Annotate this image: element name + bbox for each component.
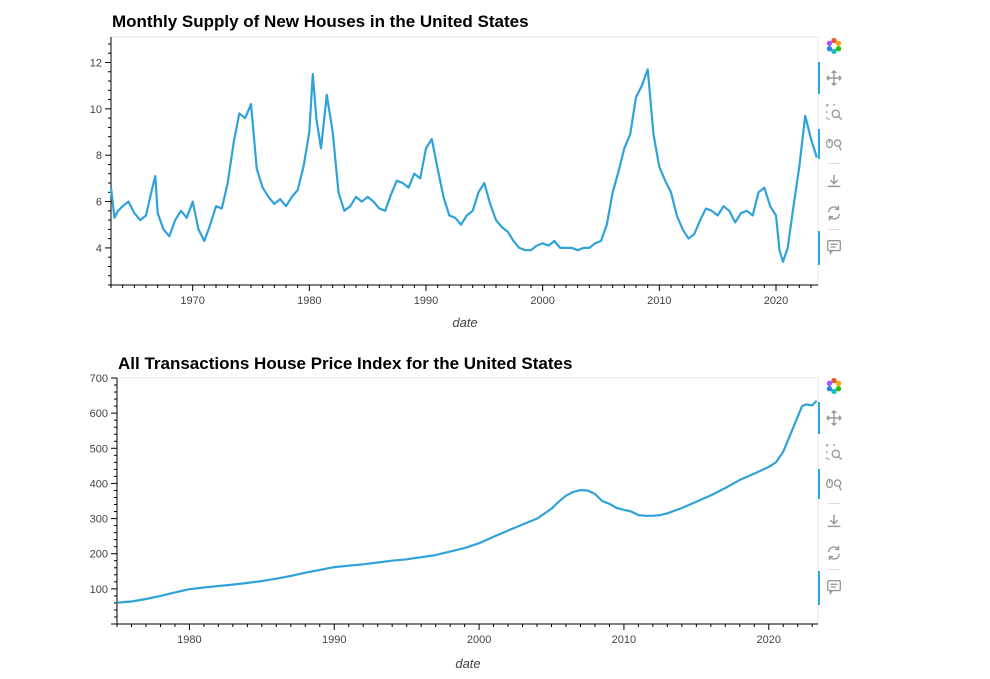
chart-1-svg: Monthly Supply of New Houses in the Unit… (90, 12, 819, 330)
bokeh-logo-icon[interactable] (819, 372, 849, 400)
y-tick-label: 300 (90, 514, 108, 526)
bokeh-logo-icon[interactable] (819, 32, 849, 60)
x-tick-label: 2000 (530, 295, 554, 307)
wheel-zoom-icon[interactable] (819, 130, 849, 158)
x-tick-label: 2020 (757, 634, 781, 646)
y-tick-label: 200 (90, 549, 108, 561)
reset-icon[interactable] (819, 539, 849, 567)
box-zoom-icon[interactable] (819, 438, 849, 466)
chart-2-x-axis-label: date (455, 656, 480, 671)
reset-icon[interactable] (819, 199, 849, 227)
y-tick-label: 500 (90, 443, 108, 455)
chart-1-frame (110, 36, 819, 286)
toolbar-separator (828, 569, 840, 570)
y-tick-label: 4 (96, 243, 102, 255)
x-tick-label: 1980 (297, 295, 321, 307)
toolbar-separator (828, 229, 840, 230)
y-tick-label: 10 (90, 104, 102, 116)
chart-2-svg: All Transactions House Price Index for t… (90, 354, 819, 671)
save-icon[interactable] (819, 167, 849, 195)
x-tick-label: 2020 (764, 295, 788, 307)
box-zoom-icon[interactable] (819, 98, 849, 126)
chart-2-frame (116, 377, 819, 625)
y-tick-label: 600 (90, 408, 108, 420)
active-tool-indicator (818, 231, 820, 265)
x-tick-label: 1970 (180, 295, 204, 307)
y-tick-label: 400 (90, 478, 108, 490)
hover-icon[interactable] (819, 573, 849, 601)
y-tick-label: 100 (90, 584, 108, 596)
chart-1-series-line (109, 68, 818, 263)
x-tick-label: 2000 (467, 634, 491, 646)
y-tick-label: 6 (96, 197, 102, 209)
y-tick-label: 12 (90, 57, 102, 69)
toolbar-separator (828, 503, 840, 504)
hover-icon[interactable] (819, 233, 849, 261)
save-icon[interactable] (819, 507, 849, 535)
active-tool-indicator (818, 571, 820, 605)
chart-1-title: Monthly Supply of New Houses in the Unit… (112, 12, 529, 31)
x-tick-label: 1990 (414, 295, 438, 307)
active-tool-indicator (818, 62, 820, 94)
y-tick-label: 8 (96, 150, 102, 162)
active-tool-indicator (818, 469, 820, 499)
x-tick-label: 1980 (177, 634, 201, 646)
chart-1-x-axis-label: date (452, 315, 477, 330)
chart-monthly-supply: Monthly Supply of New Houses in the Unit… (90, 12, 849, 330)
wheel-zoom-icon[interactable] (819, 470, 849, 498)
active-tool-indicator (818, 129, 820, 159)
active-tool-indicator (818, 402, 820, 434)
x-tick-label: 1990 (322, 634, 346, 646)
chart-2-title: All Transactions House Price Index for t… (118, 354, 572, 373)
chart-2-series-line (116, 400, 818, 604)
pan-icon[interactable] (819, 404, 849, 432)
pan-icon[interactable] (819, 64, 849, 92)
x-tick-label: 2010 (647, 295, 671, 307)
chart-house-price-index: All Transactions House Price Index for t… (0, 340, 990, 679)
toolbar-separator (828, 163, 840, 164)
x-tick-label: 2010 (612, 634, 636, 646)
y-tick-label: 700 (90, 373, 108, 385)
